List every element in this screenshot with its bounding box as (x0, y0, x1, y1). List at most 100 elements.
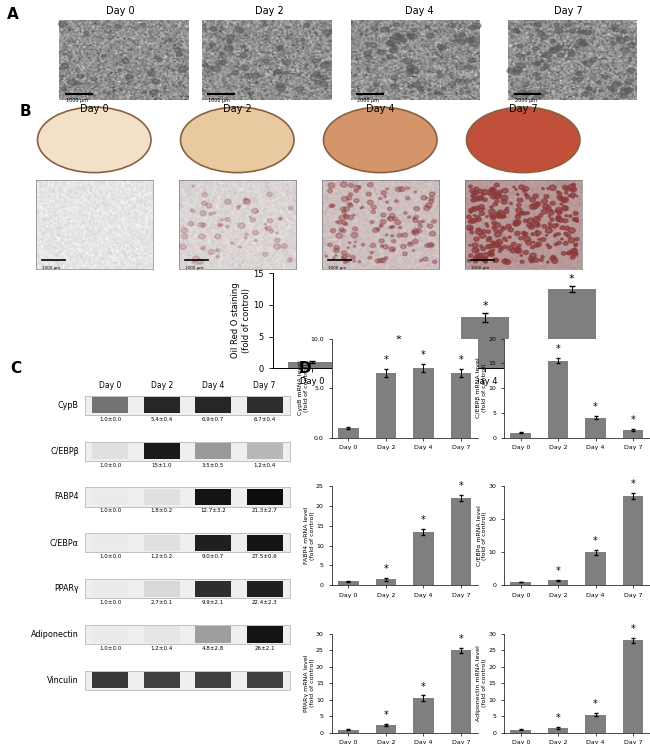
Bar (338, 428, 359, 437)
Circle shape (562, 251, 566, 255)
Circle shape (486, 237, 491, 242)
Circle shape (498, 246, 502, 248)
Circle shape (556, 217, 561, 220)
Circle shape (206, 203, 212, 208)
Circle shape (536, 242, 541, 246)
Bar (92, 673, 128, 688)
Circle shape (380, 258, 386, 263)
Bar (246, 489, 283, 505)
Circle shape (564, 191, 568, 194)
Circle shape (617, 38, 626, 43)
Y-axis label: CypB mRNA level
(fold of control): CypB mRNA level (fold of control) (298, 361, 309, 415)
Circle shape (550, 256, 556, 260)
Text: *: * (593, 403, 598, 412)
Circle shape (540, 258, 543, 261)
Circle shape (58, 22, 66, 27)
Circle shape (313, 71, 320, 76)
Text: Day 7: Day 7 (509, 104, 538, 114)
Text: Adiponectin: Adiponectin (31, 630, 79, 639)
Circle shape (341, 229, 346, 233)
Text: Day 7: Day 7 (554, 7, 583, 16)
Circle shape (256, 211, 258, 213)
Circle shape (562, 197, 568, 202)
Circle shape (491, 191, 495, 194)
Circle shape (202, 223, 206, 227)
Circle shape (367, 182, 373, 187)
Circle shape (499, 229, 503, 233)
Text: 26±2.1: 26±2.1 (254, 646, 275, 651)
Bar (413, 698, 434, 733)
Text: *: * (556, 344, 560, 354)
Circle shape (412, 82, 421, 87)
Circle shape (482, 190, 488, 195)
Circle shape (370, 243, 376, 248)
Circle shape (370, 43, 377, 48)
Circle shape (181, 228, 188, 233)
Circle shape (621, 94, 627, 98)
Circle shape (538, 31, 544, 36)
Circle shape (492, 221, 497, 225)
Circle shape (547, 261, 549, 263)
Circle shape (617, 83, 620, 86)
Circle shape (154, 57, 157, 59)
Text: *: * (630, 415, 636, 426)
Circle shape (472, 23, 481, 28)
Circle shape (586, 87, 590, 89)
Circle shape (569, 54, 574, 57)
Circle shape (494, 183, 499, 187)
Circle shape (304, 24, 309, 27)
Bar (376, 373, 396, 437)
Bar (92, 626, 128, 643)
Circle shape (495, 242, 501, 246)
Circle shape (344, 222, 348, 225)
Text: 1000 μm: 1000 μm (328, 266, 346, 270)
Circle shape (558, 196, 564, 201)
Circle shape (515, 249, 519, 253)
Circle shape (227, 35, 235, 40)
Circle shape (141, 23, 146, 26)
Circle shape (394, 23, 399, 26)
Text: CypB: CypB (58, 401, 79, 410)
Circle shape (391, 234, 393, 237)
Circle shape (467, 38, 475, 42)
Text: Day 2: Day 2 (255, 7, 284, 16)
Circle shape (221, 219, 223, 221)
Circle shape (320, 62, 330, 68)
Y-axis label: C/EBPβ mRNA level
(fold of control): C/EBPβ mRNA level (fold of control) (476, 358, 487, 418)
Circle shape (387, 207, 392, 211)
Text: 15±1.0: 15±1.0 (151, 463, 172, 467)
Circle shape (471, 194, 476, 198)
Circle shape (516, 54, 522, 57)
Circle shape (458, 39, 466, 45)
Circle shape (628, 43, 635, 48)
Circle shape (448, 23, 456, 28)
Circle shape (174, 48, 181, 53)
Circle shape (538, 238, 541, 240)
Circle shape (523, 219, 528, 222)
Text: *: * (384, 564, 388, 574)
Circle shape (612, 82, 621, 87)
Circle shape (407, 65, 415, 70)
Text: C: C (10, 361, 21, 376)
Text: 4.8±2.8: 4.8±2.8 (202, 646, 224, 651)
Circle shape (276, 85, 285, 91)
Circle shape (545, 228, 552, 233)
Circle shape (580, 31, 586, 34)
Circle shape (410, 68, 419, 73)
Circle shape (494, 212, 500, 217)
Text: 12.7±3.2: 12.7±3.2 (200, 508, 226, 513)
Circle shape (523, 190, 526, 193)
Text: C/EBPβ: C/EBPβ (50, 446, 79, 455)
Circle shape (408, 68, 415, 72)
Circle shape (515, 231, 520, 236)
Circle shape (115, 25, 120, 28)
Bar (376, 580, 396, 586)
Circle shape (347, 247, 349, 248)
Text: 1000 μm: 1000 μm (471, 266, 489, 270)
Circle shape (371, 205, 376, 209)
Circle shape (432, 59, 436, 61)
Circle shape (238, 246, 241, 248)
Circle shape (68, 80, 77, 85)
Circle shape (344, 214, 347, 217)
Text: 1000 μm: 1000 μm (42, 266, 60, 270)
